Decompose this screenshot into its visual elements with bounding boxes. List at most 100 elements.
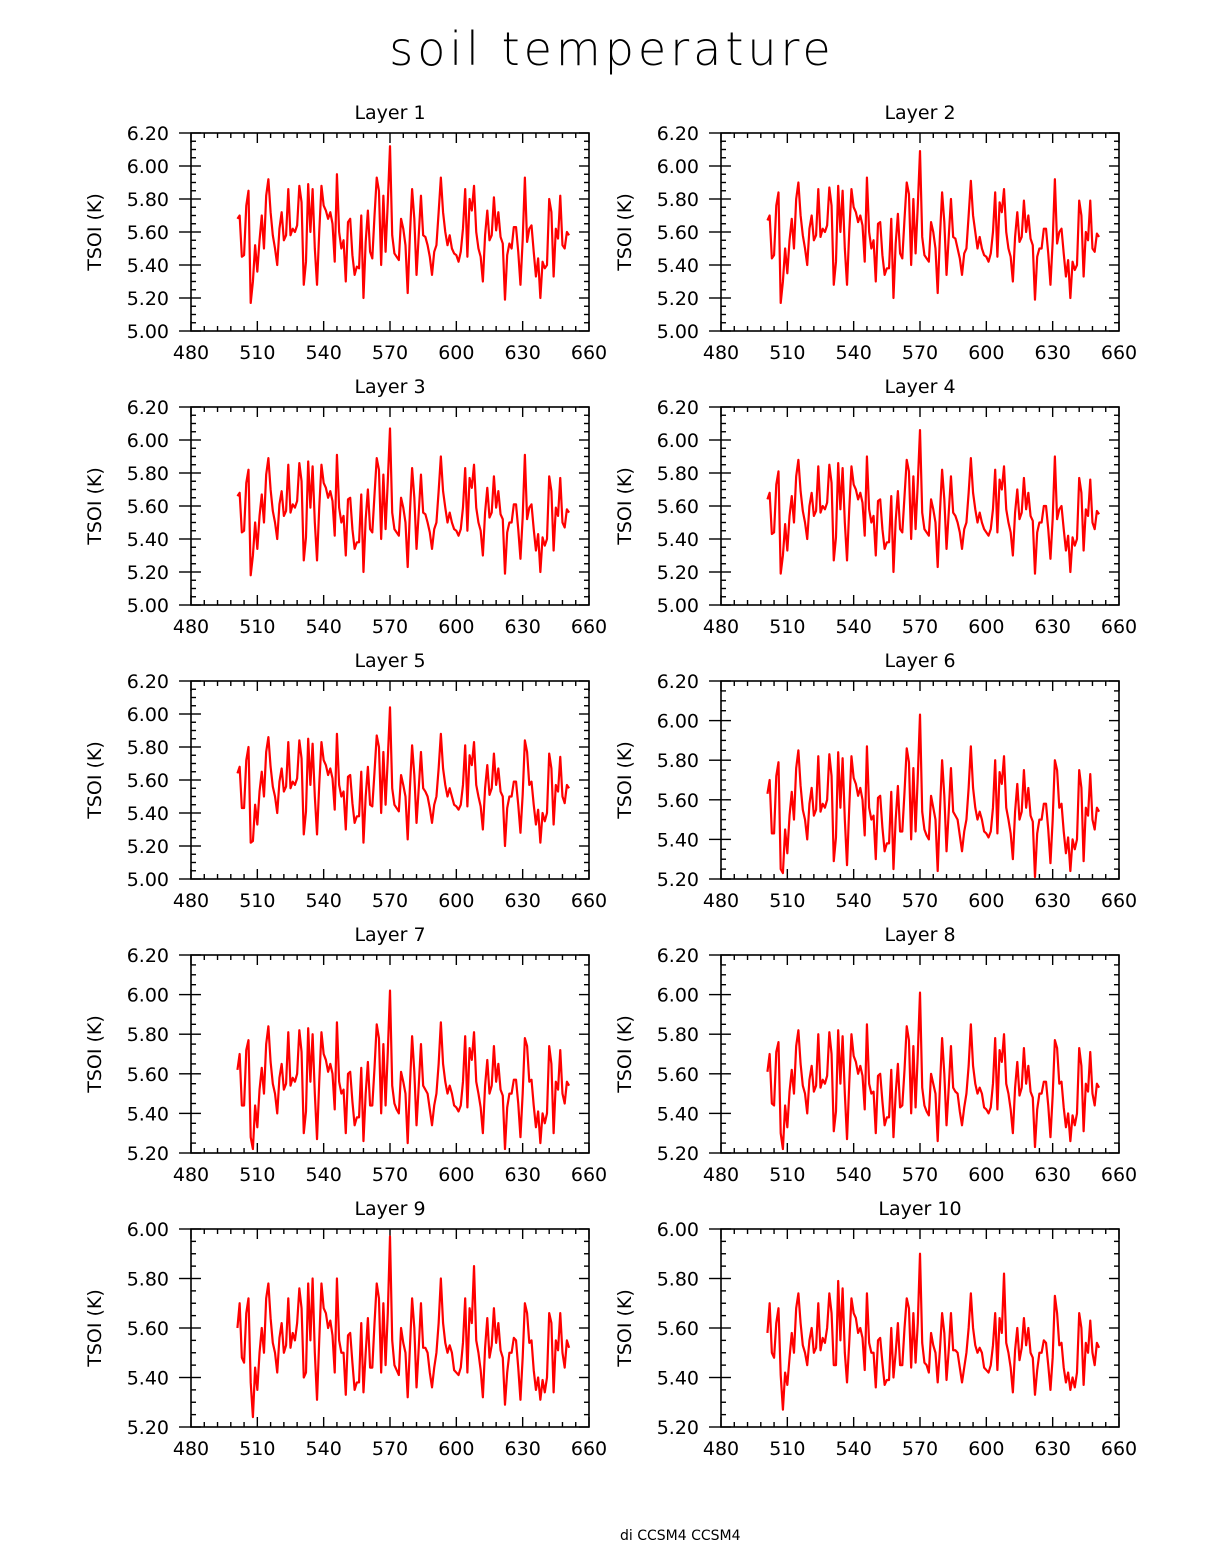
x-tick-label: 510 <box>239 890 275 912</box>
x-tick-label: 630 <box>1035 616 1071 638</box>
panel-title: Layer 10 <box>878 1198 961 1220</box>
x-tick-label: 570 <box>372 342 408 364</box>
y-tick-label: 5.80 <box>127 189 169 211</box>
x-tick-label: 540 <box>306 890 342 912</box>
x-tick-label: 570 <box>902 890 938 912</box>
x-tick-label: 600 <box>968 616 1004 638</box>
y-tick-label: 5.20 <box>127 1417 169 1439</box>
panel-title: Layer 8 <box>884 924 955 946</box>
x-tick-label: 630 <box>505 342 541 364</box>
y-tick-label: 6.20 <box>657 123 699 145</box>
panel-title: Layer 2 <box>884 102 955 124</box>
panel-title: Layer 3 <box>354 376 425 398</box>
y-tick-label: 5.00 <box>657 321 699 343</box>
y-tick-label: 5.40 <box>657 255 699 277</box>
y-tick-label: 5.60 <box>127 1064 169 1086</box>
x-tick-label: 630 <box>1035 1164 1071 1186</box>
y-tick-label: 5.60 <box>657 496 699 518</box>
y-tick-label: 6.20 <box>657 671 699 693</box>
y-tick-label: 6.00 <box>657 430 699 452</box>
x-tick-label: 540 <box>836 616 872 638</box>
chart-panel-layer-2: Layer 2 TSOI (K) 480 510 540 570 600 630 660 5.00… <box>614 102 1137 364</box>
y-tick-label: 5.60 <box>127 770 169 792</box>
y-axis-label: TSOI (K) <box>614 467 636 546</box>
x-tick-label: 630 <box>505 616 541 638</box>
tsoi-series-line <box>766 1252 1101 1411</box>
x-tick-label: 510 <box>769 616 805 638</box>
x-tick-label: 600 <box>438 890 474 912</box>
panel-title: Layer 5 <box>354 650 425 672</box>
x-tick-label: 660 <box>571 1438 607 1460</box>
page-title: soil temperature <box>389 22 835 76</box>
x-tick-label: 570 <box>902 616 938 638</box>
y-tick-label: 6.00 <box>127 704 169 726</box>
y-axis-label: TSOI (K) <box>84 467 106 546</box>
x-tick-label: 540 <box>836 1438 872 1460</box>
panel-title: Layer 4 <box>884 376 955 398</box>
y-tick-label: 5.20 <box>657 562 699 584</box>
y-tick-label: 6.20 <box>127 671 169 693</box>
y-tick-label: 5.20 <box>657 1417 699 1439</box>
y-tick-label: 6.20 <box>657 945 699 967</box>
x-tick-label: 600 <box>438 616 474 638</box>
x-tick-label: 600 <box>968 890 1004 912</box>
x-tick-label: 510 <box>239 1164 275 1186</box>
x-tick-label: 540 <box>836 1164 872 1186</box>
x-tick-label: 570 <box>902 1164 938 1186</box>
panel-title: Layer 1 <box>354 102 425 124</box>
x-tick-label: 660 <box>1101 1164 1137 1186</box>
y-axis-label: TSOI (K) <box>84 741 106 820</box>
x-tick-label: 660 <box>571 342 607 364</box>
tsoi-series-line <box>236 427 571 577</box>
y-tick-label: 5.20 <box>657 869 699 891</box>
x-tick-label: 510 <box>769 1164 805 1186</box>
tsoi-series-line <box>236 989 571 1151</box>
tsoi-series-line <box>766 429 1101 575</box>
chart-panel-layer-9: Layer 9 TSOI (K) 480 510 540 570 600 630 660 5.20… <box>84 1198 607 1460</box>
x-tick-label: 630 <box>505 890 541 912</box>
x-tick-label: 630 <box>505 1438 541 1460</box>
panel-title: Layer 9 <box>354 1198 425 1220</box>
y-tick-label: 5.80 <box>127 463 169 485</box>
y-tick-label: 5.80 <box>657 463 699 485</box>
x-tick-label: 480 <box>173 1164 209 1186</box>
x-tick-label: 570 <box>902 1438 938 1460</box>
y-tick-label: 6.00 <box>127 1219 169 1241</box>
x-tick-label: 540 <box>836 890 872 912</box>
y-tick-label: 6.20 <box>127 397 169 419</box>
x-tick-label: 510 <box>769 342 805 364</box>
x-tick-label: 540 <box>306 1438 342 1460</box>
y-tick-label: 5.40 <box>657 529 699 551</box>
tsoi-series-line <box>236 1235 571 1419</box>
footer-note: di CCSM4 CCSM4 <box>620 1528 741 1544</box>
chart-panel-layer-6: Layer 6 TSOI (K) 480 510 540 570 600 630 660 5.20… <box>614 650 1137 912</box>
y-axis-label: TSOI (K) <box>614 741 636 820</box>
y-tick-label: 5.80 <box>127 1269 169 1291</box>
y-tick-label: 5.00 <box>127 321 169 343</box>
y-tick-label: 5.40 <box>127 1103 169 1125</box>
x-tick-label: 540 <box>836 342 872 364</box>
x-tick-label: 570 <box>372 890 408 912</box>
x-tick-label: 630 <box>505 1164 541 1186</box>
x-tick-label: 600 <box>968 342 1004 364</box>
x-tick-label: 630 <box>1035 890 1071 912</box>
y-tick-label: 5.60 <box>657 1064 699 1086</box>
x-tick-label: 480 <box>703 1164 739 1186</box>
y-tick-label: 5.20 <box>127 1143 169 1165</box>
x-tick-label: 600 <box>438 1438 474 1460</box>
chart-panel-layer-7: Layer 7 TSOI (K) 480 510 540 570 600 630 660 5.20… <box>84 924 607 1186</box>
y-tick-label: 5.40 <box>127 1368 169 1390</box>
y-tick-label: 5.40 <box>657 829 699 851</box>
x-tick-label: 570 <box>902 342 938 364</box>
y-tick-label: 6.00 <box>657 711 699 733</box>
y-tick-label: 6.20 <box>127 123 169 145</box>
x-tick-label: 570 <box>372 616 408 638</box>
tsoi-series-line <box>236 145 571 305</box>
y-tick-label: 6.00 <box>127 430 169 452</box>
y-tick-label: 5.00 <box>127 869 169 891</box>
y-tick-label: 5.40 <box>127 255 169 277</box>
y-axis-label: TSOI (K) <box>84 1289 106 1368</box>
x-tick-label: 570 <box>372 1164 408 1186</box>
y-tick-label: 5.20 <box>657 1143 699 1165</box>
y-tick-label: 5.80 <box>657 1024 699 1046</box>
